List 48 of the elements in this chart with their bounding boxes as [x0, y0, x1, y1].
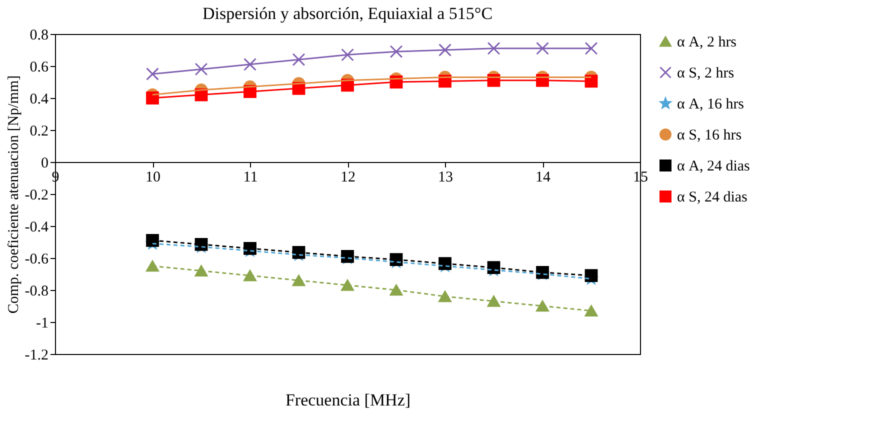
- point: [584, 42, 598, 55]
- point: [194, 265, 208, 276]
- x-tick-label: 10: [146, 170, 160, 186]
- point: [390, 45, 403, 58]
- point: [146, 234, 159, 247]
- y-tick-label: -0.4: [24, 220, 49, 236]
- y-tick-label: -0.6: [24, 252, 49, 268]
- point: [292, 274, 306, 286]
- point: [244, 270, 256, 282]
- point: [438, 290, 452, 302]
- legend-label: α S, 16 hrs: [677, 128, 742, 144]
- x-tick-label: 12: [340, 170, 356, 186]
- y-tick-label: 0: [41, 156, 48, 172]
- y-tick-label: -0.2: [24, 188, 48, 204]
- chart-title: Dispersión y absorción, Equiaxial a 515°C: [202, 4, 493, 23]
- point: [390, 284, 403, 296]
- legend-label: α S, 24 dias: [677, 190, 748, 206]
- y-axis-title: Comp. coeficiente atenuacion [Np/mm]: [6, 75, 22, 314]
- x-tick-label: 14: [536, 170, 551, 186]
- y-tick-label: -1.2: [24, 348, 48, 364]
- x-tick-label: 13: [438, 170, 453, 186]
- point: [244, 58, 256, 71]
- legend-label: α S, 2 hrs: [677, 66, 734, 82]
- point: [487, 296, 500, 307]
- point: [146, 260, 159, 272]
- point: [584, 305, 598, 316]
- point: [536, 300, 549, 312]
- point: [292, 53, 306, 66]
- point: [487, 42, 500, 55]
- point: [341, 280, 354, 291]
- point: [146, 68, 159, 80]
- y-tick-label: 0.4: [30, 92, 49, 108]
- y-tick-label: -0.8: [24, 284, 48, 300]
- point: [438, 44, 452, 56]
- x-tick-label: 11: [243, 170, 258, 186]
- point: [584, 269, 598, 282]
- point: [146, 92, 159, 104]
- legend-label: α A, 2 hrs: [677, 34, 737, 50]
- y-tick-label: 0.8: [30, 28, 48, 44]
- legend-label: α A, 24 dias: [677, 158, 750, 174]
- y-tick-label: 0.2: [30, 124, 48, 140]
- y-tick-label: -1: [36, 316, 48, 332]
- point: [194, 62, 208, 76]
- y-tick-label: 0.6: [30, 60, 49, 76]
- legend-label: α A, 16 hrs: [677, 96, 744, 112]
- x-axis-title: Frecuencia [MHz]: [285, 390, 411, 410]
- point: [341, 48, 354, 62]
- point: [536, 42, 549, 55]
